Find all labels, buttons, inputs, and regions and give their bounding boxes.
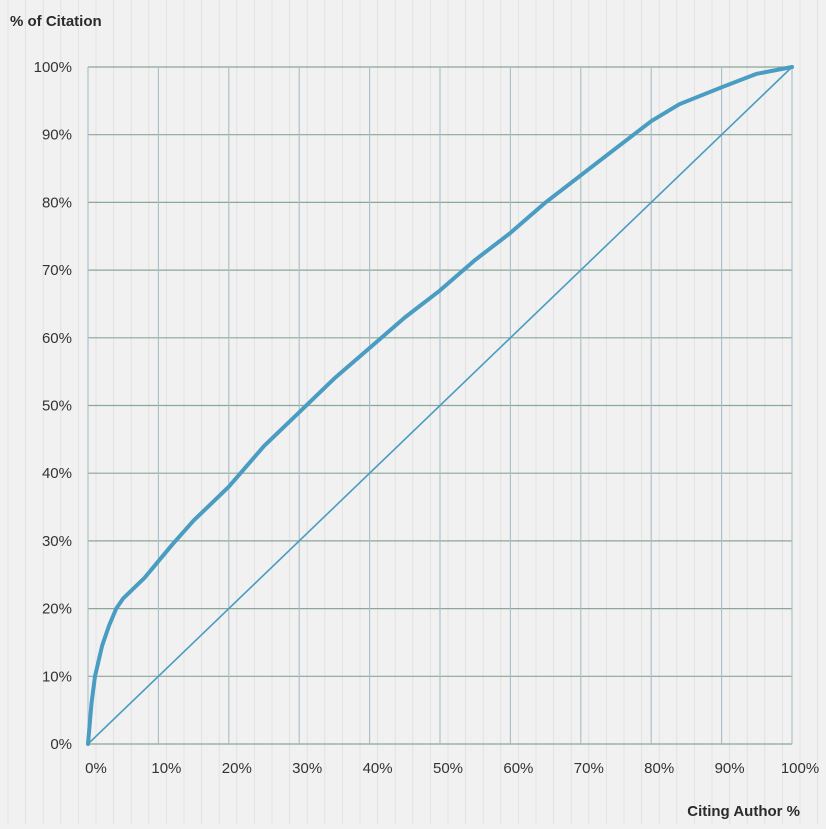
y-tick-label: 80% [42,194,72,211]
y-tick-label: 10% [42,668,72,685]
x-tick-label: 70% [574,760,604,777]
series-layer [86,65,794,746]
y-tick-label: 40% [42,465,72,482]
x-tick-label: 80% [644,760,674,777]
citation-curve [86,65,794,746]
y-tick-label: 60% [42,330,72,347]
y-tick-label: 70% [42,262,72,279]
equality-line [87,66,793,745]
grid-lines [87,66,793,745]
tick-labels: 0% 10% 20% 30% 40% 50% 60% 70% 80% 90% 100% 0% 10% 20… [34,59,820,777]
y-tick-label: 50% [42,398,72,415]
y-tick-label: 90% [42,127,72,144]
x-tick-label: 90% [715,760,745,777]
y-tick-label: 30% [42,533,72,550]
x-tick-label: 40% [363,760,393,777]
y-axis-title: % of Citation [10,13,102,30]
x-tick-label: 50% [433,760,463,777]
y-tick-label: 100% [34,59,72,76]
faint-background-grid [7,0,819,824]
y-tick-label: 0% [50,736,72,753]
x-tick-label: 0% [85,760,107,777]
x-tick-label: 30% [292,760,322,777]
x-tick-label: 100% [781,760,819,777]
x-tick-label: 20% [222,760,252,777]
x-tick-label: 10% [151,760,181,777]
y-tick-label: 20% [42,601,72,618]
x-axis-title: Citing Author % [687,803,800,820]
x-tick-label: 60% [503,760,533,777]
